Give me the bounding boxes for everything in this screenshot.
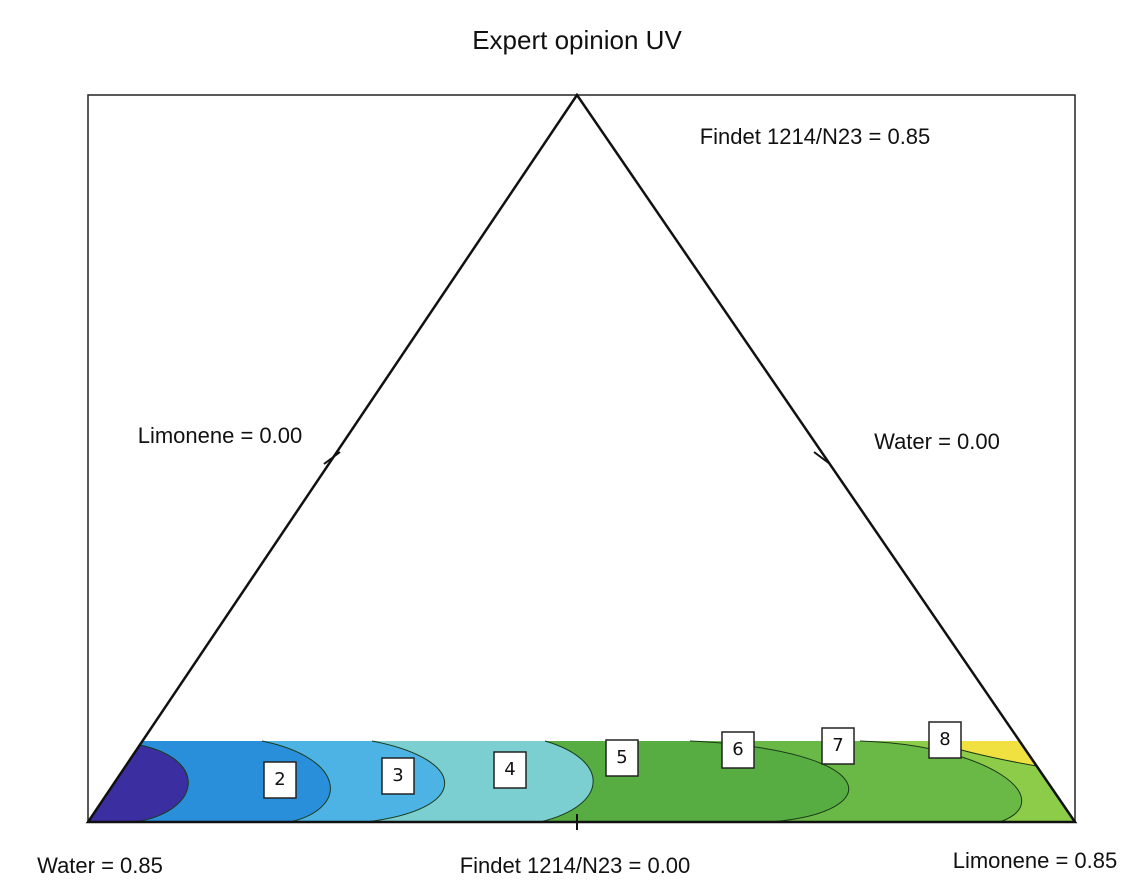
- contour-label-box: [821, 727, 855, 765]
- contour-label-box: [493, 751, 527, 789]
- edge-label: Water = 0.00: [874, 429, 1000, 454]
- edge-label: Findet 1214/N23 = 0.00: [460, 853, 691, 878]
- contour-label-box: [381, 757, 415, 795]
- contour-label: 7: [832, 735, 843, 756]
- plot-frame: [87, 94, 1076, 823]
- contour-label-box: [605, 739, 639, 777]
- contour-label: 3: [392, 765, 403, 786]
- contour-label: 8: [939, 729, 950, 750]
- contour-label: 2: [274, 769, 285, 790]
- contour-label: 5: [616, 747, 627, 768]
- chart-title: Expert opinion UV: [472, 25, 682, 55]
- contour-label-box: [263, 761, 297, 799]
- vertex-label: Water = 0.85: [37, 853, 163, 878]
- contour-label: 6: [732, 739, 743, 760]
- contour-line: [261, 740, 331, 822]
- contour-line: [689, 740, 849, 822]
- contour-label: 4: [504, 759, 515, 780]
- contour-bands: [88, 740, 1075, 822]
- contour-label-box: [721, 731, 755, 769]
- contour-line: [539, 740, 594, 822]
- contour-label-box: [928, 721, 962, 759]
- apex-label: Findet 1214/N23 = 0.85: [700, 124, 931, 149]
- edge-tick: [323, 451, 341, 465]
- vertex-label: Limonene = 0.85: [953, 848, 1118, 873]
- contour-line: [134, 744, 189, 822]
- contour-line: [859, 740, 1023, 822]
- contour-line: [364, 740, 446, 822]
- edge-tick: [813, 451, 831, 465]
- edge-label: Limonene = 0.00: [138, 423, 303, 448]
